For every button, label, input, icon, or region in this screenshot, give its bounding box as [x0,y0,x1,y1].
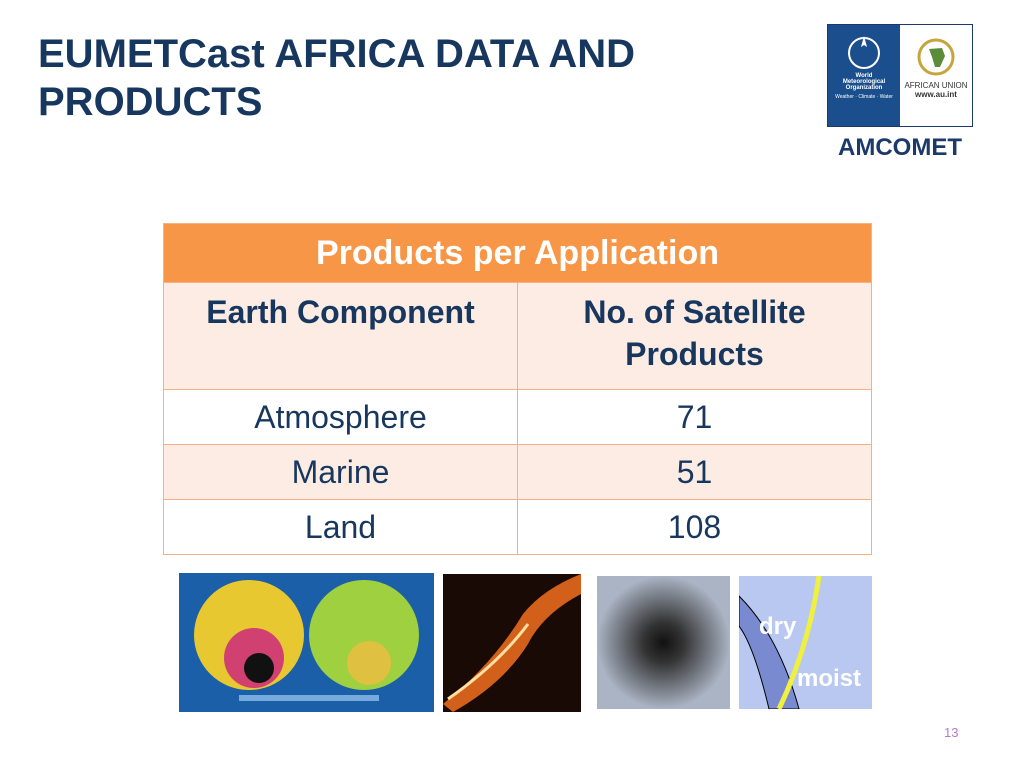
image-label: moist [797,665,861,692]
column-header: Earth Component [163,282,518,390]
cell: Atmosphere [163,389,518,445]
ozone-image [179,573,434,712]
wmo-name: World Meteorological Organization [842,73,886,91]
cell: 108 [517,499,872,555]
brand: AMCOMET [838,134,962,161]
fire-image [443,574,581,712]
cell: 51 [517,444,872,500]
cyclone-image [597,576,730,709]
au-emblem [917,38,955,76]
logo: World Meteorological Organization Weathe… [827,24,973,127]
cell: Land [163,499,518,555]
moisture-image: dry moist [739,576,872,709]
au-name: AFRICAN UNION [904,81,968,90]
page-number: 13 [944,725,959,740]
table-caption: Products per Application [163,223,872,283]
cell: Marine [163,444,518,500]
au-url: www.au.int [915,90,957,99]
column-header: No. of Satellite Products [517,282,872,390]
au-logo: AFRICAN UNION www.au.int [900,25,972,126]
slide-title: EUMETCast AFRICA DATA AND PRODUCTS [38,32,636,124]
wmo-emblem [848,36,880,69]
products-table: Products per Application Earth Component… [163,223,872,555]
cell: 71 [517,389,872,445]
wmo-logo: World Meteorological Organization Weathe… [828,25,900,126]
wmo-motto: Weather · Climate · Water [835,94,893,100]
image-label: dry [759,613,797,640]
